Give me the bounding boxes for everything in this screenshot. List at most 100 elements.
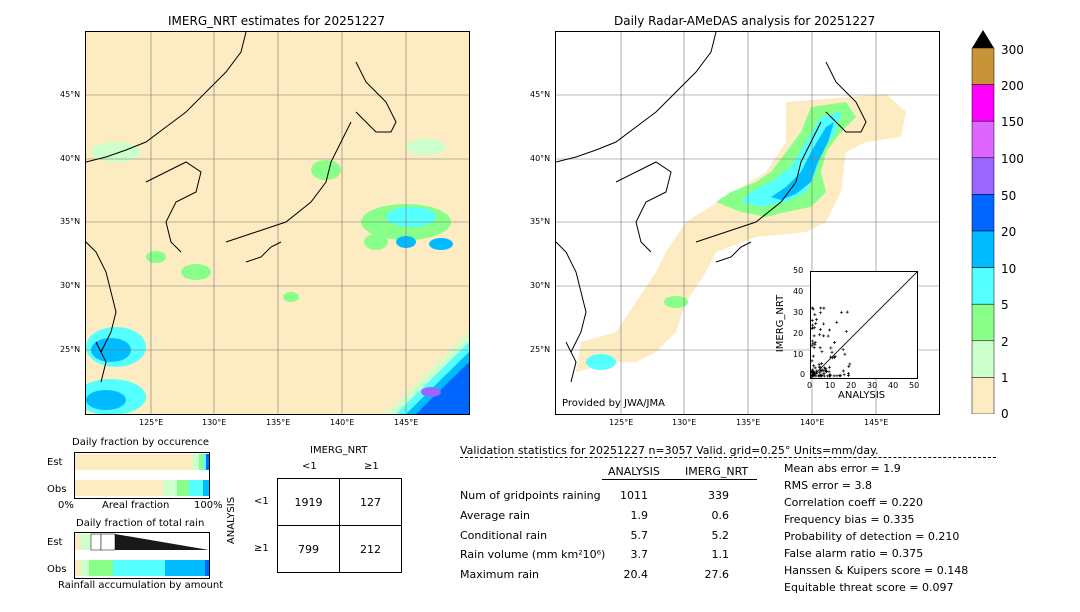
colorbar-band [971, 157, 995, 195]
rain-fraction-obs-veryheavy [165, 560, 205, 576]
validation-row-label: Average rain [460, 509, 530, 522]
scatter-point [822, 322, 826, 326]
colorbar-label-50: 50 [1001, 189, 1017, 203]
scatter-point [818, 374, 822, 378]
rain-fraction-footer: Rainfall accumulation by amount [58, 580, 224, 591]
scatter-point [835, 320, 839, 324]
scatter-point [827, 370, 831, 374]
rain-fraction-row-est: Est [47, 537, 63, 548]
scatter-point [826, 334, 830, 338]
left-map-canvas [86, 32, 469, 414]
rain-fraction-obs-light [81, 560, 89, 576]
scatter-point [818, 333, 822, 337]
left-map-coastlines [86, 32, 397, 383]
scatter-point [815, 318, 819, 322]
scatter-point [833, 340, 837, 344]
rain-fraction-obs-extreme [205, 560, 209, 576]
colorbar-canvas [971, 30, 995, 414]
scatter-point [822, 306, 826, 310]
scatter-point [811, 354, 815, 358]
scatter-point [812, 364, 816, 368]
validation-row-imerg: 339 [708, 489, 729, 502]
scatter-point [818, 328, 822, 332]
inset-xtick-10: 10 [825, 381, 836, 390]
colorbar-band [971, 377, 995, 414]
rain-fraction-obs-heavy [113, 560, 165, 576]
score-far: False alarm ratio = 0.375 [784, 547, 924, 560]
inset-ytick-20: 20 [793, 329, 804, 338]
validation-row-label: Maximum rain [460, 568, 539, 581]
score-freq-bias: Frequency bias = 0.335 [784, 513, 915, 526]
left-lon-140: 140°E [330, 418, 355, 427]
occurrence-obs-moderate [177, 480, 189, 496]
scatter-point [830, 350, 834, 354]
inset-ytick-40: 40 [793, 287, 804, 296]
scatter-point [848, 362, 852, 366]
inset-xtick-0: 0 [807, 381, 813, 390]
validation-row-analysis: 20.4 [623, 568, 649, 581]
scatter-point [811, 339, 815, 343]
scatter-point [818, 370, 822, 374]
occurrence-obs-veryheavy [203, 480, 209, 496]
occurrence-obs-light [163, 480, 177, 496]
inset-scatter-canvas [811, 272, 917, 378]
inset-ytick-30: 30 [793, 308, 804, 317]
right-lon-130: 130°E [672, 418, 697, 427]
validation-row-analysis: 1.9 [630, 509, 649, 522]
rain-fraction-est-tail [115, 534, 209, 550]
left-lat-45: 45°N [60, 90, 81, 99]
scatter-point [812, 334, 816, 338]
scatter-point [827, 328, 831, 332]
colorbar-label-300: 300 [1001, 43, 1024, 57]
right-map-analysis-region [576, 94, 906, 372]
left-lon-125: 125°E [139, 418, 164, 427]
scatter-point [822, 371, 826, 375]
scatter-point [838, 374, 842, 378]
scatter-point [832, 374, 836, 378]
inset-xtick-20: 20 [846, 381, 857, 390]
colorbar-band [971, 230, 995, 268]
left-map-title: IMERG_NRT estimates for 20251227 [168, 14, 385, 28]
right-lon-140: 140°E [800, 418, 825, 427]
left-map-grid [86, 32, 469, 414]
right-lon-125: 125°E [609, 418, 634, 427]
scatter-point [847, 364, 851, 368]
scatter-point [813, 342, 817, 346]
contingency-col-lt: <1 [302, 461, 317, 472]
left-lat-40: 40°N [60, 154, 81, 163]
validation-row-imerg: 0.6 [711, 509, 730, 522]
scatter-point [814, 322, 818, 326]
colorbar-label-0: 0 [1001, 407, 1009, 421]
scatter-point [829, 355, 833, 359]
inset-xtick-30: 30 [867, 381, 878, 390]
scatter-point [813, 366, 817, 370]
occurrence-axis-mid: Areal fraction [102, 500, 170, 511]
left-map-rain-patches [86, 139, 469, 414]
scatter-point [811, 323, 815, 327]
colorbar-band [971, 340, 995, 378]
inset-ytick-50: 50 [793, 266, 804, 275]
right-map-coastlines [556, 32, 867, 383]
scatter-point [831, 356, 835, 360]
scatter-point [824, 370, 828, 374]
data-credit: Provided by JWA/JMA [562, 398, 665, 409]
validation-row-imerg: 5.2 [711, 529, 730, 542]
rain-fraction-est-none [75, 534, 81, 550]
occurrence-est-heavy [203, 454, 206, 470]
contingency-col-ge: ≥1 [364, 461, 379, 472]
colorbar-label-20: 20 [1001, 225, 1017, 239]
right-lat-25: 25°N [530, 345, 551, 354]
occurrence-est-none [75, 454, 193, 470]
scatter-point [817, 362, 821, 366]
validation-row-analysis: 5.7 [630, 529, 649, 542]
colorbar-band [971, 194, 995, 232]
rain-fraction-obs-none [75, 560, 81, 576]
contingency-cell-12: 127 [339, 478, 402, 526]
right-lat-45: 45°N [530, 90, 551, 99]
score-rms: RMS error = 3.8 [784, 479, 872, 492]
occurrence-axis-left: 0% [58, 500, 74, 511]
scatter-point [841, 369, 845, 373]
scatter-point [820, 362, 824, 366]
left-map [85, 31, 470, 415]
scatter-point [835, 374, 839, 378]
